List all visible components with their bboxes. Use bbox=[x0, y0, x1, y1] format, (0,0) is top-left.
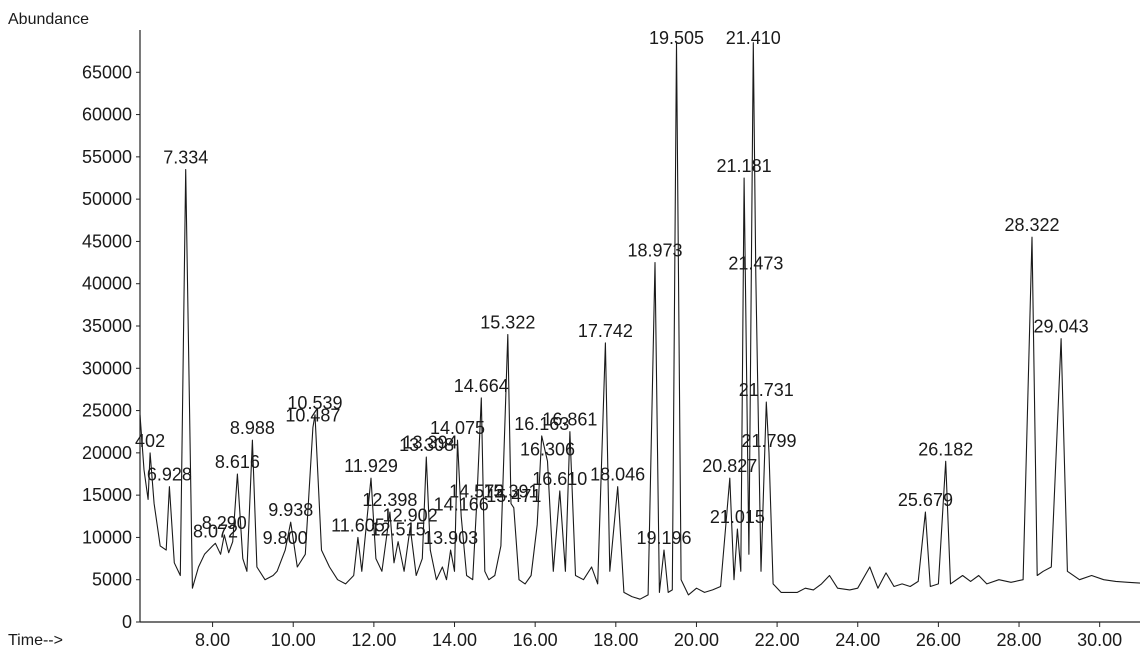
peak-label: 9.938 bbox=[268, 500, 313, 520]
y-tick-label: 0 bbox=[122, 612, 132, 632]
peak-label: 14.664 bbox=[454, 376, 509, 396]
peak-label: 15.322 bbox=[480, 312, 535, 332]
x-tick-label: 8.00 bbox=[195, 630, 230, 650]
peak-label: 19.196 bbox=[637, 528, 692, 548]
trace-group bbox=[139, 42, 1141, 600]
peak-label: 15.471 bbox=[486, 486, 541, 506]
peak-label: 29.043 bbox=[1034, 317, 1089, 337]
x-axis-title: Time--> bbox=[8, 632, 63, 649]
peak-label: 8.072 bbox=[193, 521, 238, 541]
peak-label: 10.487 bbox=[285, 405, 340, 425]
y-tick-label: 5000 bbox=[92, 570, 132, 590]
x-tick-label: 20.00 bbox=[674, 630, 719, 650]
peak-label: 8.988 bbox=[230, 418, 275, 438]
x-tick-label: 14.00 bbox=[432, 630, 477, 650]
x-tick-label: 22.00 bbox=[755, 630, 800, 650]
peak-label: 21.731 bbox=[739, 380, 794, 400]
peak-label: 9.800 bbox=[263, 528, 308, 548]
ticks: 0 5000 10000 15000 20000 25000 30000 35000 40000… bbox=[82, 62, 1122, 650]
peak-label: 14.572 bbox=[449, 482, 504, 502]
y-tick-label: 15000 bbox=[82, 485, 132, 505]
peak-label: 26.182 bbox=[918, 439, 973, 459]
y-tick-label: 35000 bbox=[82, 316, 132, 336]
peak-label: 21.473 bbox=[728, 253, 783, 273]
peak-label: 16.861 bbox=[542, 410, 597, 430]
peak-label: 19.505 bbox=[649, 28, 704, 48]
x-tick-label: 28.00 bbox=[997, 630, 1042, 650]
x-tick-label: 18.00 bbox=[593, 630, 638, 650]
x-tick-label: 12.00 bbox=[351, 630, 396, 650]
peak-label: 28.322 bbox=[1004, 215, 1059, 235]
peak-label: 12.515 bbox=[371, 520, 426, 540]
peak-label: 12.398 bbox=[362, 490, 417, 510]
x-tick-label: 26.00 bbox=[916, 630, 961, 650]
y-tick-label: 40000 bbox=[82, 274, 132, 294]
peak-label: 7.334 bbox=[163, 148, 208, 168]
x-tick-label: 16.00 bbox=[513, 630, 558, 650]
y-tick-label: 65000 bbox=[82, 62, 132, 82]
peak-label: 21.410 bbox=[726, 28, 781, 48]
y-tick-label: 50000 bbox=[82, 189, 132, 209]
peak-label: 13.394 bbox=[403, 433, 458, 453]
peak-label: 21.181 bbox=[717, 156, 772, 176]
peak-label: 14.075 bbox=[430, 418, 485, 438]
peak-label: 15.391 bbox=[483, 482, 538, 502]
peak-label: 25.679 bbox=[898, 490, 953, 510]
y-axis-title: Abundance bbox=[8, 11, 89, 28]
peak-label: 12.902 bbox=[383, 505, 438, 525]
peak-label: 21.799 bbox=[741, 431, 796, 451]
peak-label: 11.605 bbox=[331, 515, 385, 535]
x-tick-label: 24.00 bbox=[835, 630, 880, 650]
y-tick-label: 30000 bbox=[82, 358, 132, 378]
peak-label: 17.742 bbox=[578, 321, 633, 341]
peak-label: 402 bbox=[135, 431, 165, 451]
peak-label: 6.928 bbox=[147, 465, 192, 485]
x-tick-label: 10.00 bbox=[271, 630, 316, 650]
y-tick-label: 10000 bbox=[82, 527, 132, 547]
y-tick-label: 55000 bbox=[82, 147, 132, 167]
y-tick-label: 60000 bbox=[82, 105, 132, 125]
peak-label: 14.166 bbox=[434, 494, 489, 514]
peak-label: 16.610 bbox=[532, 469, 587, 489]
y-tick-label: 25000 bbox=[82, 401, 132, 421]
peak-label: 16.163 bbox=[514, 414, 569, 434]
series-line bbox=[139, 42, 1141, 600]
peak-label: 8.616 bbox=[215, 452, 260, 472]
peak-label: 10.539 bbox=[287, 393, 342, 413]
peak-label: 11.929 bbox=[344, 456, 398, 476]
peak-label: 20.827 bbox=[702, 456, 757, 476]
y-tick-label: 20000 bbox=[82, 443, 132, 463]
peak-label: 18.046 bbox=[590, 465, 645, 485]
peak-label: 18.973 bbox=[628, 241, 683, 261]
x-tick-label: 30.00 bbox=[1077, 630, 1122, 650]
peak-label: 13.308 bbox=[399, 435, 454, 455]
y-tick-label: 45000 bbox=[82, 231, 132, 251]
peak-label: 13.903 bbox=[423, 528, 478, 548]
peak-label: 16.306 bbox=[520, 439, 575, 459]
peak-label: 8.290 bbox=[202, 513, 247, 533]
peak-label: 21.015 bbox=[710, 507, 765, 527]
